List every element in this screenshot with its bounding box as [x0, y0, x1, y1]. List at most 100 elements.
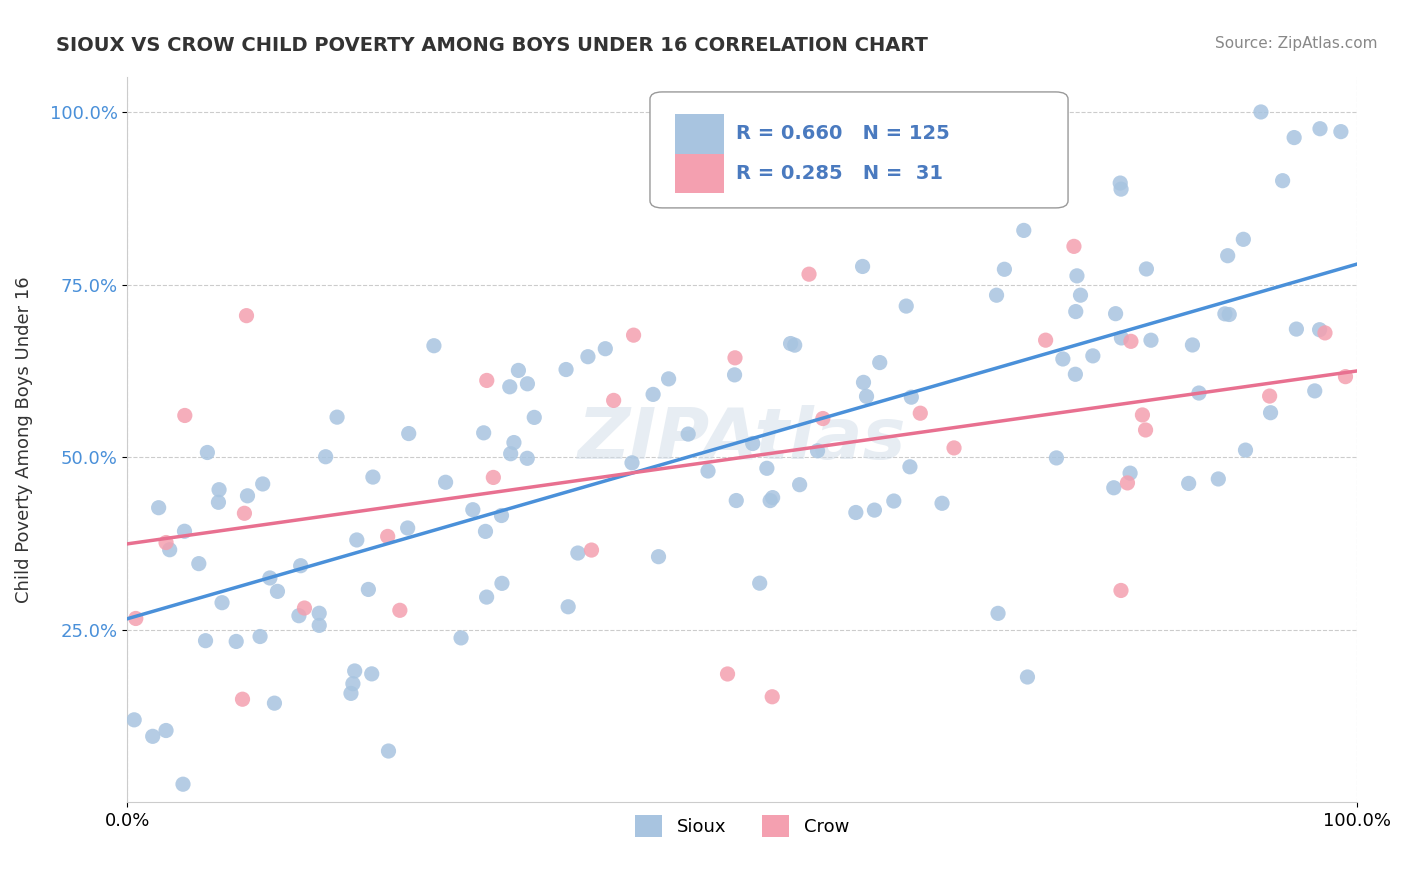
- Point: [1017, 670, 1039, 684]
- Point: [1234, 443, 1257, 458]
- Point: [697, 464, 720, 478]
- Point: [461, 502, 484, 516]
- Point: [423, 339, 446, 353]
- Point: [896, 299, 918, 313]
- Point: [761, 690, 783, 704]
- Point: [993, 262, 1015, 277]
- Point: [855, 389, 877, 403]
- Point: [789, 477, 811, 491]
- Point: [576, 350, 599, 364]
- Point: [1069, 288, 1091, 302]
- Point: [173, 409, 195, 423]
- Point: [1334, 369, 1357, 384]
- Point: [1313, 326, 1336, 340]
- Point: [377, 744, 399, 758]
- Point: [811, 411, 834, 425]
- Point: [741, 436, 763, 450]
- Point: [474, 524, 496, 539]
- Point: [233, 506, 256, 520]
- Point: [211, 596, 233, 610]
- Point: [852, 376, 875, 390]
- Point: [482, 470, 505, 484]
- Point: [516, 376, 538, 391]
- Point: [1216, 249, 1239, 263]
- Point: [943, 441, 966, 455]
- Point: [523, 410, 546, 425]
- Point: [1052, 351, 1074, 366]
- Point: [725, 493, 748, 508]
- Point: [1260, 406, 1282, 420]
- Point: [1140, 333, 1163, 347]
- Point: [759, 493, 782, 508]
- Point: [499, 380, 522, 394]
- Point: [194, 633, 217, 648]
- Point: [931, 496, 953, 510]
- Point: [987, 607, 1010, 621]
- Point: [1014, 105, 1036, 120]
- Point: [499, 447, 522, 461]
- Point: [1063, 239, 1085, 253]
- Point: [315, 450, 337, 464]
- Point: [377, 529, 399, 543]
- Point: [142, 729, 165, 743]
- Point: [360, 666, 382, 681]
- Point: [491, 508, 513, 523]
- Point: [883, 494, 905, 508]
- Point: [508, 363, 530, 377]
- Point: [388, 603, 411, 617]
- Point: [797, 267, 820, 281]
- Point: [475, 590, 498, 604]
- Point: [898, 459, 921, 474]
- Point: [236, 489, 259, 503]
- Point: [187, 557, 209, 571]
- Point: [1250, 105, 1272, 120]
- Point: [450, 631, 472, 645]
- Text: R = 0.660   N = 125: R = 0.660 N = 125: [737, 125, 950, 144]
- Point: [1111, 331, 1133, 345]
- Point: [346, 533, 368, 547]
- Point: [503, 435, 526, 450]
- Point: [1132, 408, 1154, 422]
- Point: [208, 483, 231, 497]
- Point: [195, 445, 218, 459]
- Point: [342, 676, 364, 690]
- Point: [723, 368, 745, 382]
- Point: [308, 618, 330, 632]
- Point: [1282, 130, 1305, 145]
- Point: [1177, 476, 1199, 491]
- Point: [259, 571, 281, 585]
- Point: [755, 461, 778, 475]
- Point: [396, 521, 419, 535]
- Point: [647, 549, 669, 564]
- Point: [1271, 174, 1294, 188]
- Point: [567, 546, 589, 560]
- Point: [159, 542, 181, 557]
- Y-axis label: Child Poverty Among Boys Under 16: Child Poverty Among Boys Under 16: [15, 277, 32, 603]
- Point: [1218, 308, 1240, 322]
- Point: [155, 723, 177, 738]
- Point: [308, 606, 330, 620]
- Point: [472, 425, 495, 440]
- Point: [1102, 481, 1125, 495]
- Point: [1109, 176, 1132, 190]
- Bar: [675, 153, 724, 194]
- Point: [643, 387, 665, 401]
- Point: [716, 667, 738, 681]
- Point: [986, 288, 1008, 302]
- Point: [288, 608, 311, 623]
- Point: [1330, 125, 1353, 139]
- Point: [357, 582, 380, 597]
- Point: [602, 393, 624, 408]
- Point: [621, 456, 644, 470]
- Point: [173, 524, 195, 539]
- Point: [122, 713, 145, 727]
- Point: [1066, 268, 1088, 283]
- Point: [957, 189, 980, 203]
- Point: [266, 584, 288, 599]
- FancyBboxPatch shape: [650, 92, 1069, 208]
- Point: [869, 355, 891, 369]
- Point: [172, 777, 194, 791]
- Point: [1119, 334, 1142, 349]
- Point: [434, 475, 457, 490]
- Point: [294, 601, 316, 615]
